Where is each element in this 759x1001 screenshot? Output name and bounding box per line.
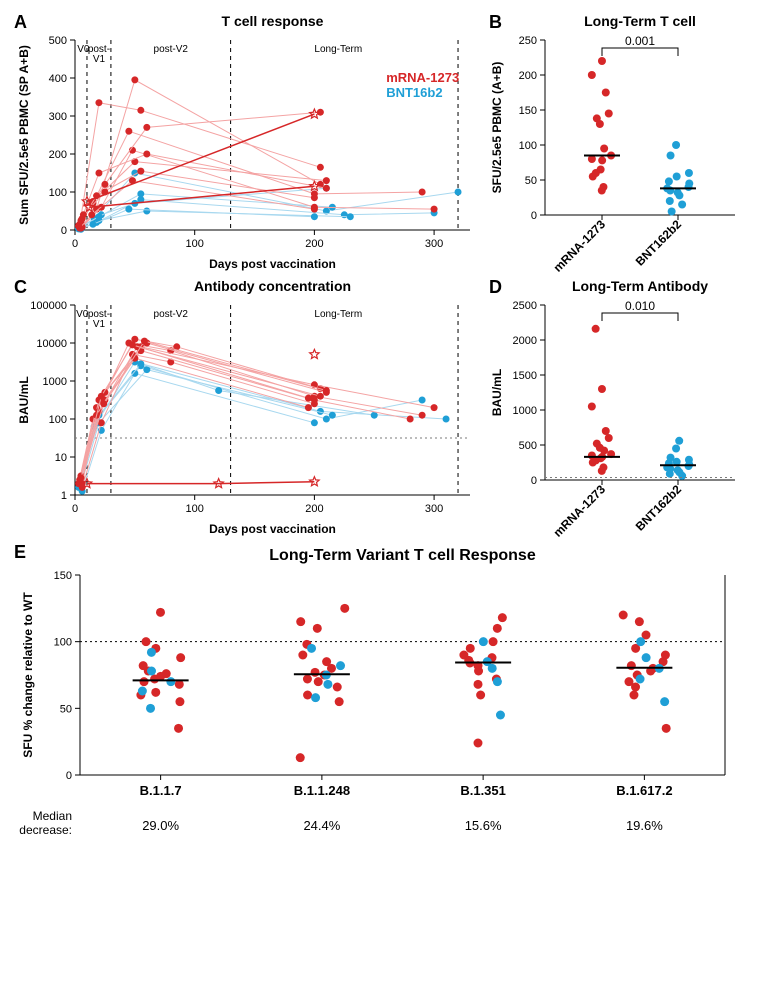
svg-text:300: 300	[49, 111, 67, 123]
svg-text:Sum SFU/2.5e5 PBMC (SP A+B): Sum SFU/2.5e5 PBMC (SP A+B)	[17, 45, 31, 225]
svg-text:500: 500	[519, 440, 537, 452]
svg-text:10: 10	[55, 452, 67, 464]
svg-text:50: 50	[525, 175, 537, 187]
panel-E-label: E	[14, 542, 26, 563]
panel-D: D Long-Term Antibody 0 500 1000 1500 2000 2500…	[485, 275, 745, 540]
svg-text:mRNA-1273: mRNA-1273	[551, 217, 609, 275]
svg-text:0: 0	[66, 770, 72, 782]
svg-text:Days post vaccination: Days post vaccination	[209, 257, 336, 271]
svg-text:V1: V1	[93, 54, 106, 65]
svg-text:200: 200	[305, 238, 323, 250]
panel-A: A T cell response 0 100 200 300 0 100 200 300 400…	[10, 10, 485, 275]
svg-text:Long-Term: Long-Term	[314, 44, 362, 55]
svg-text:150: 150	[54, 570, 72, 582]
svg-text:100000: 100000	[30, 300, 67, 312]
svg-text:B.1.1.248: B.1.1.248	[294, 783, 350, 798]
svg-text:2000: 2000	[513, 335, 537, 347]
svg-text:150: 150	[519, 105, 537, 117]
panel-A-svg: T cell response 0 100 200 300 0 100 200 300 400 50…	[10, 10, 485, 275]
panel-C: C Antibody concentration 0 100 200 300 1 10 100…	[10, 275, 485, 540]
svg-text:100: 100	[49, 187, 67, 199]
svg-text:1000: 1000	[513, 405, 537, 417]
svg-text:0: 0	[72, 238, 78, 250]
panel-E-svg: Long-Term Variant T cell Response 0 50 100 1…	[10, 540, 745, 860]
svg-text:100: 100	[49, 414, 67, 426]
panel-D-label: D	[489, 277, 502, 298]
svg-text:Antibody concentration: Antibody concentration	[194, 278, 351, 294]
svg-text:SFU/2.5e5 PBMC (A+B): SFU/2.5e5 PBMC (A+B)	[490, 62, 504, 194]
svg-text:50: 50	[60, 703, 72, 715]
svg-text:0: 0	[531, 475, 537, 487]
svg-text:BNT162b2: BNT162b2	[633, 217, 685, 269]
panel-E: E Long-Term Variant T cell Response 0 50 10…	[10, 540, 745, 860]
svg-text:1: 1	[61, 490, 67, 502]
svg-text:Long-Term T cell: Long-Term T cell	[584, 13, 696, 29]
svg-text:T cell response: T cell response	[222, 13, 324, 29]
svg-text:post-V2: post-V2	[154, 309, 189, 320]
panel-A-label: A	[14, 12, 27, 33]
svg-text:0.010: 0.010	[625, 299, 655, 313]
svg-text:1000: 1000	[43, 376, 67, 388]
svg-text:mRNA-1273: mRNA-1273	[386, 70, 459, 85]
svg-text:29.0%: 29.0%	[142, 818, 179, 833]
svg-text:B.1.1.7: B.1.1.7	[140, 783, 182, 798]
svg-text:SFU % change relative to WT: SFU % change relative to WT	[21, 592, 35, 758]
svg-text:100: 100	[186, 238, 204, 250]
svg-text:B.1.617.2: B.1.617.2	[616, 783, 672, 798]
svg-text:250: 250	[519, 35, 537, 47]
svg-text:B.1.351: B.1.351	[460, 783, 506, 798]
svg-text:Long-Term: Long-Term	[314, 309, 362, 320]
svg-text:0.001: 0.001	[625, 34, 655, 48]
svg-text:mRNA-1273: mRNA-1273	[551, 482, 609, 540]
svg-text:2500: 2500	[513, 300, 537, 312]
svg-text:200: 200	[49, 149, 67, 161]
panel-C-svg: Antibody concentration 0 100 200 300 1 10 100 10…	[10, 275, 485, 540]
svg-text:V1: V1	[93, 319, 106, 330]
panel-B: B Long-Term T cell 0 50 100 150 200 250 SFU/2.5…	[485, 10, 745, 275]
svg-text:0: 0	[61, 225, 67, 237]
svg-text:decrease:: decrease:	[19, 823, 72, 837]
svg-text:post-V2: post-V2	[154, 44, 189, 55]
svg-text:10000: 10000	[36, 338, 67, 350]
panel-B-label: B	[489, 12, 502, 33]
svg-text:400: 400	[49, 73, 67, 85]
svg-text:Long-Term Antibody: Long-Term Antibody	[572, 278, 708, 294]
svg-text:15.6%: 15.6%	[465, 818, 502, 833]
svg-text:19.6%: 19.6%	[626, 818, 663, 833]
panel-C-label: C	[14, 277, 27, 298]
svg-text:BAU/mL: BAU/mL	[490, 369, 504, 416]
svg-text:1500: 1500	[513, 370, 537, 382]
svg-text:0: 0	[531, 210, 537, 222]
svg-text:100: 100	[519, 140, 537, 152]
svg-text:200: 200	[519, 70, 537, 82]
svg-text:100: 100	[186, 503, 204, 515]
svg-text:BNT162b2: BNT162b2	[633, 482, 685, 534]
svg-text:300: 300	[425, 503, 443, 515]
svg-text:BNT16b2: BNT16b2	[386, 85, 442, 100]
svg-text:200: 200	[305, 503, 323, 515]
svg-text:300: 300	[425, 238, 443, 250]
svg-text:24.4%: 24.4%	[303, 818, 340, 833]
svg-text:Median: Median	[33, 809, 72, 823]
svg-text:500: 500	[49, 35, 67, 47]
svg-text:0: 0	[72, 503, 78, 515]
panel-D-svg: Long-Term Antibody 0 500 1000 1500 2000 2500 BA…	[485, 275, 745, 540]
svg-text:Long-Term Variant T cell Respo: Long-Term Variant T cell Response	[269, 547, 536, 564]
svg-text:Days post vaccination: Days post vaccination	[209, 522, 336, 536]
svg-text:BAU/mL: BAU/mL	[17, 376, 31, 423]
panel-B-svg: Long-Term T cell 0 50 100 150 200 250 SFU/2.5e5…	[485, 10, 745, 275]
svg-text:100: 100	[54, 637, 72, 649]
